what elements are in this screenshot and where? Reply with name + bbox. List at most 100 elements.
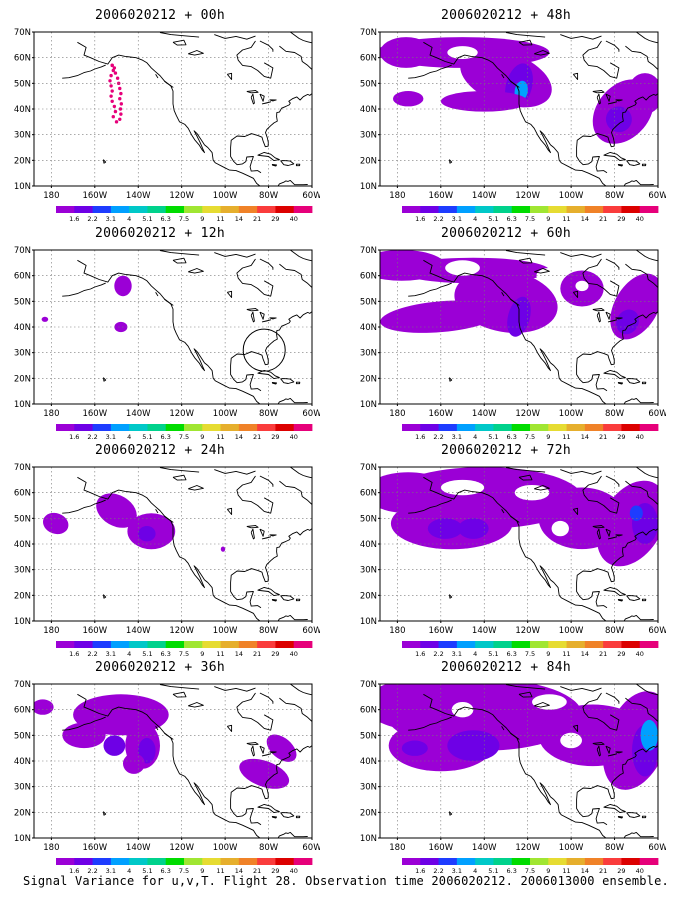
colorbar-label: 1.6 [69,867,79,875]
variance-region [447,730,500,761]
colorbar-label: 3.1 [452,867,462,875]
colorbar-swatch [220,206,240,213]
longitude-label: 80W [259,626,279,636]
colorbar-label: 29 [271,650,279,658]
colorbar-label: 11 [562,650,570,658]
colorbar-label: 14 [581,867,589,875]
colorbar-swatch [493,641,513,648]
colorbar-label: 1.6 [415,650,425,658]
longitude-label: 140W [126,409,151,419]
colorbar-swatch [293,424,313,431]
latitude-label: 30N [14,349,31,359]
colorbar-swatch [147,858,167,865]
latitude-label: 70N [14,246,31,256]
colorbar-swatch [475,206,494,213]
longitude-label: 60W [302,191,320,201]
colorbar-swatch [402,424,421,431]
colorbar-swatch [56,424,75,431]
panel-title: 2006020212 + 00h [94,8,226,23]
colorbar-label: 2.2 [433,650,443,658]
map-content [380,250,658,404]
variance-region [138,737,156,764]
variance-region [114,321,128,333]
colorbar-label: 9 [200,867,204,875]
colorbar-label: 40 [636,867,644,875]
longitude-label: 140W [472,843,497,853]
variance-region [458,518,489,539]
colorbar-swatch [456,858,476,865]
colorbar-swatch [275,641,295,648]
latitude-label: 30N [360,349,377,359]
colorbar-swatch [238,641,258,648]
latitude-label: 30N [360,566,377,576]
variance-region [427,518,463,539]
colorbar-swatch [420,424,439,431]
forecast-panel: 2006020212 + 72h 70N 60N 50N 40N 30N 20N 10N 180… [346,443,666,661]
longitude-label: 100W [559,191,584,201]
latitude-label: 50N [360,731,377,741]
longitude-label: 80W [259,191,279,201]
colorbar-swatch [493,858,513,865]
colorbar-label: 1.6 [69,433,79,441]
colorbar-label: 1.6 [415,867,425,875]
variance-region [627,73,658,115]
longitude-label: 140W [126,191,151,201]
colorbar-label: 7.5 [179,433,189,441]
longitude-label: 180 [43,843,59,853]
colorbar-swatch [202,424,221,431]
variance-region [41,316,49,322]
colorbar-label: 5.1 [142,867,152,875]
longitude-label: 60W [302,626,320,636]
longitude-label: 60W [302,843,320,853]
colorbar-label: 2.2 [433,433,443,441]
colorbar-label: 11 [216,433,224,441]
colorbar-swatch [56,858,75,865]
colorbar-swatch [584,641,604,648]
colorbar-swatch [275,424,295,431]
colorbar-swatch [257,641,276,648]
colorbar-swatch [438,424,458,431]
colorbar-swatch [621,424,641,431]
longitude-label: 80W [605,626,625,636]
colorbar-label: 2.2 [87,650,97,658]
longitude-label: 100W [213,409,238,419]
colorbar-swatch [202,206,221,213]
colorbar-label: 21 [253,867,261,875]
latitude-label: 40N [14,323,31,333]
latitude-label: 60N [14,706,31,716]
colorbar-label: 11 [216,215,224,223]
latitude-label: 60N [360,489,377,499]
forecast-panel: 2006020212 + 84h 70N 60N 50N 40N 30N 20N 10N 180… [346,660,666,878]
colorbar-swatch [129,641,148,648]
longitude-label: 160W [82,191,107,201]
colorbar-label: 14 [235,433,243,441]
colorbar-label: 11 [562,215,570,223]
colorbar-swatch [74,858,93,865]
latitude-label: 60N [14,54,31,64]
colorbar-label: 3.1 [452,215,462,223]
colorbar-label: 7.5 [179,215,189,223]
map-grid [380,684,658,838]
latitude-label: 10N [360,617,377,627]
latitude-label: 10N [360,834,377,844]
longitude-label: 60W [648,626,666,636]
colorbar-label: 6.3 [507,433,517,441]
latitude-label: 40N [360,105,377,115]
variance-region [96,493,137,528]
colorbar-swatch [584,206,604,213]
longitude-label: 120W [515,409,540,419]
variance-map: 70N 60N 50N 40N 30N 20N 10N 180 160W 140W 120W 100W… [360,680,666,875]
variance-map: 70N 60N 50N 40N 30N 20N 10N 180 160W 140W 120W 100W… [14,463,320,658]
map-content [34,684,312,838]
map-content [380,32,658,186]
colorbar-label: 5.1 [142,433,152,441]
colorbar-swatch [475,641,494,648]
longitude-label: 120W [169,626,194,636]
colorbar-label: 2.2 [87,215,97,223]
longitude-label: 140W [472,409,497,419]
colorbar: 1.6 2.2 3.1 4 5.1 6.3 7.5 9 11 14 21 29 40 [402,641,659,658]
colorbar-swatch [147,206,167,213]
map-grid [380,250,658,404]
longitude-label: 120W [169,191,194,201]
longitude-label: 180 [43,409,59,419]
